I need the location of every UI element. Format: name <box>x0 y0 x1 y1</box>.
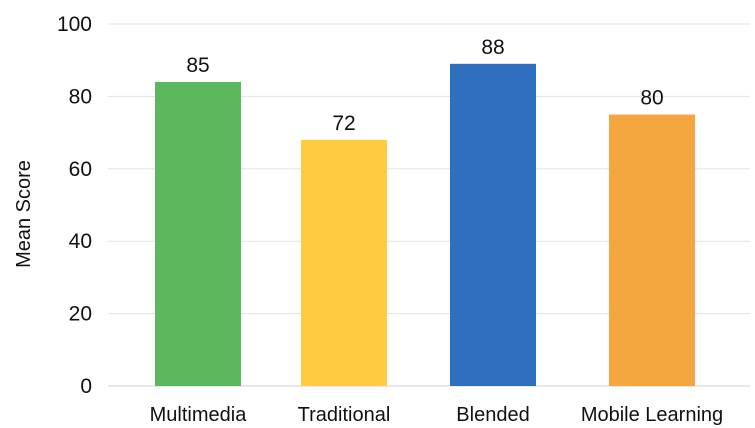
bar-multimedia <box>155 81 241 387</box>
y-tick-label: 100 <box>57 13 92 36</box>
data-labels: 85 72 88 80 <box>186 36 663 135</box>
bars <box>155 63 695 387</box>
data-label: 88 <box>481 36 504 59</box>
data-label: 85 <box>186 54 209 77</box>
data-label: 72 <box>332 112 355 135</box>
y-tick-label: 0 <box>80 375 92 398</box>
bar-mobile-learning <box>609 114 695 386</box>
y-axis-ticks: 0 20 40 60 80 100 <box>57 13 92 398</box>
y-tick-label: 40 <box>69 230 92 253</box>
x-category-label: Blended <box>456 404 529 426</box>
x-axis-categories: Multimedia Traditional Blended Mobile Learn… <box>150 404 724 426</box>
data-label: 80 <box>640 87 663 110</box>
x-category-label: Traditional <box>298 404 391 426</box>
bar-blended <box>450 63 536 386</box>
bar-traditional <box>301 139 387 386</box>
y-tick-label: 80 <box>69 85 92 108</box>
x-category-label: Multimedia <box>150 404 248 426</box>
y-axis-title: Mean Score <box>13 160 35 268</box>
y-tick-label: 20 <box>69 303 92 326</box>
x-category-label: Mobile Learning <box>581 404 723 426</box>
y-tick-label: 60 <box>69 158 92 181</box>
